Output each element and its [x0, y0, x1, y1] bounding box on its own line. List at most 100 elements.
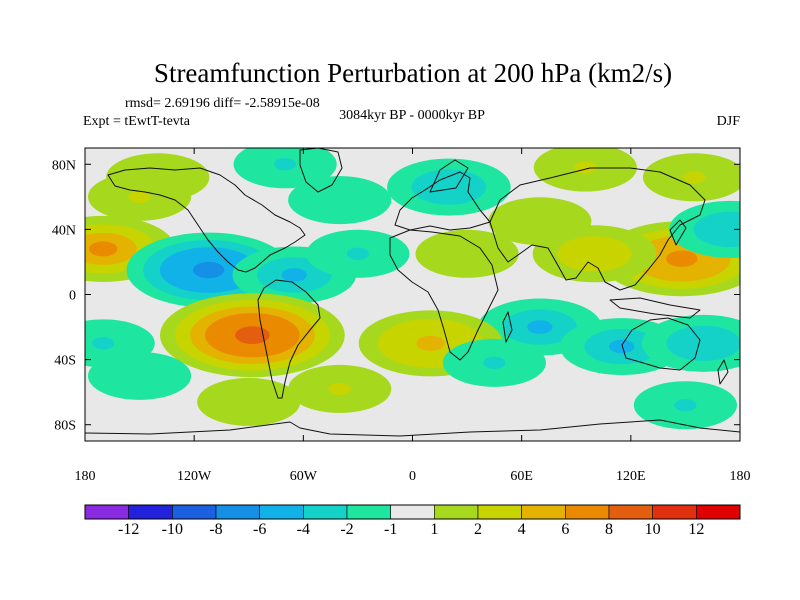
field-contour — [273, 158, 297, 171]
coastlines — [85, 148, 740, 437]
field-contour — [235, 326, 270, 345]
field-contour — [328, 382, 351, 396]
field-contour — [581, 246, 608, 261]
x-axis: 180 120W 60W 0 60E 120E 180 — [75, 148, 751, 484]
field-contour — [346, 247, 370, 260]
y-axis: 80N 40N 0 40S 80S — [52, 158, 740, 434]
colorbar-labels: -12 -10 -8 -6 -4 -2 -1 1 2 4 6 8 10 12 — [118, 521, 704, 538]
colorbar-cell — [477, 504, 522, 520]
coast-japan — [669, 219, 687, 246]
coast-madagascar — [502, 311, 513, 343]
colorbar-label: 6 — [561, 521, 569, 538]
field-layer — [85, 148, 740, 430]
field-contour — [718, 222, 740, 237]
y-tick-label: 80N — [52, 158, 76, 173]
field-feature — [387, 158, 511, 216]
colorbar-label: -12 — [118, 521, 139, 538]
field-contour — [483, 356, 506, 370]
colorbar-cell — [565, 504, 610, 520]
colorbar-label: -4 — [297, 521, 310, 538]
stats-text: rmsd= 2.69196 diff= -2.58915e-08 — [125, 96, 320, 111]
colorbar-cell — [84, 504, 129, 520]
field-feature — [87, 172, 192, 221]
colorbar-cell — [434, 504, 479, 520]
colorbar-cells — [84, 504, 741, 520]
colorbar-cell — [608, 504, 653, 520]
coast-indonesia — [609, 297, 701, 319]
field-contour — [455, 247, 479, 260]
x-tick-label: 60W — [290, 469, 318, 484]
colorbar: -12 -10 -8 -6 -4 -2 -1 1 2 4 6 8 10 12 — [84, 504, 741, 538]
y-tick-label: 0 — [69, 289, 76, 304]
field-feature — [288, 364, 392, 413]
colorbar-cell — [652, 504, 697, 520]
x-tick-label: 120E — [616, 469, 646, 484]
colorbar-label: 10 — [645, 521, 661, 538]
field-feature — [641, 314, 740, 372]
field-contour — [666, 250, 698, 267]
field-contour — [237, 395, 260, 409]
map-panel — [84, 147, 741, 442]
coast-asia — [489, 167, 706, 291]
coast-antarctica — [85, 419, 740, 437]
field-feature — [87, 351, 192, 400]
experiment-text: Expt = tEwtT-tevta — [83, 114, 191, 129]
colorbar-cell — [346, 504, 391, 520]
colorbar-cell — [696, 504, 741, 520]
colorbar-label: 8 — [605, 521, 613, 538]
coast-south-america — [257, 279, 321, 399]
chart-title: Streamfunction Perturbation at 200 hPa (… — [154, 58, 672, 88]
field-contour — [609, 339, 635, 354]
field-contour — [128, 369, 151, 383]
colorbar-label: -10 — [162, 521, 183, 538]
field-feature — [415, 229, 519, 278]
colorbar-cell — [303, 504, 348, 520]
field-contour — [192, 261, 225, 279]
field-feature — [633, 381, 738, 430]
coast-new-zealand — [717, 359, 729, 385]
period-text: 3084kyr BP - 0000kyr BP — [339, 108, 485, 123]
field-feature — [642, 153, 740, 202]
coast-europe — [394, 171, 491, 231]
coast-africa — [389, 229, 499, 361]
field-contour — [690, 336, 717, 351]
colorbar-label: -8 — [209, 521, 222, 538]
colorbar-label: 4 — [518, 521, 526, 538]
field-feature — [442, 338, 546, 387]
x-tick-label: 180 — [75, 469, 96, 484]
field-contour — [92, 337, 115, 350]
field-feature — [532, 225, 657, 283]
colorbar-cell — [390, 504, 435, 520]
field-contour — [674, 399, 697, 412]
colorbar-label: -1 — [384, 521, 397, 538]
coast-scandinavia — [429, 159, 469, 193]
field-feature — [288, 176, 392, 225]
field-contour — [683, 171, 706, 184]
field-feature — [159, 293, 345, 378]
field-contour — [128, 190, 151, 203]
field-contour — [527, 320, 553, 334]
field-contour — [88, 241, 118, 257]
field-contour — [528, 215, 552, 228]
colorbar-cell — [521, 504, 566, 520]
colorbar-label: -2 — [340, 521, 353, 538]
field-feature — [197, 377, 301, 426]
season-text: DJF — [717, 114, 741, 129]
coast-north-america — [107, 167, 306, 273]
field-contour — [281, 268, 307, 282]
coast-greenland — [299, 148, 343, 193]
colorbar-label: 2 — [474, 521, 482, 538]
colorbar-label: 1 — [430, 521, 438, 538]
field-contour — [416, 335, 445, 351]
colorbar-cell — [259, 504, 304, 520]
y-tick-label: 40S — [54, 354, 76, 369]
field-contour — [436, 180, 462, 194]
field-contour — [693, 211, 740, 248]
colorbar-cell — [172, 504, 217, 520]
x-tick-label: 0 — [409, 469, 416, 484]
coast-australia — [621, 317, 701, 371]
colorbar-cell — [128, 504, 173, 520]
x-tick-label: 180 — [730, 469, 751, 484]
x-tick-label: 60E — [510, 469, 533, 484]
